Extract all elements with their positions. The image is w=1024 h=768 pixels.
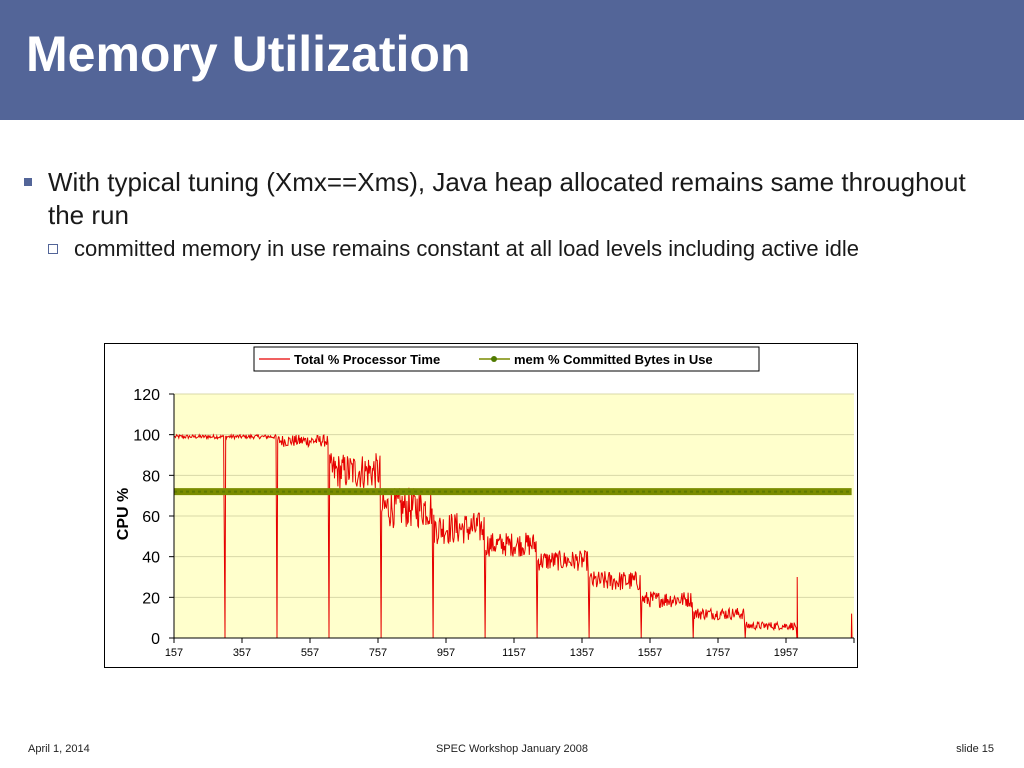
bullet-item: With typical tuning (Xmx==Xms), Java hea… — [24, 166, 984, 232]
x-tick-label: 157 — [165, 647, 183, 659]
y-tick-label: 60 — [142, 509, 160, 526]
x-tick-label: 1957 — [774, 647, 798, 659]
axes: 0 20 40 60 80 100 120 157 357 557 757 957 1157 1357 15… — [133, 387, 855, 659]
footer-date: April 1, 2014 — [28, 743, 90, 755]
y-tick-label: 120 — [133, 387, 160, 404]
x-tick-label: 357 — [233, 647, 251, 659]
bullet-text: With typical tuning (Xmx==Xms), Java hea… — [48, 167, 966, 230]
y-tick-label: 80 — [142, 468, 160, 485]
legend: Total % Processor Time mem % Committed B… — [253, 346, 760, 372]
x-tick-label: 557 — [301, 647, 319, 659]
x-tick-label: 1757 — [706, 647, 730, 659]
x-tick-label: 957 — [437, 647, 455, 659]
title-bar: Memory Utilization — [0, 0, 1024, 120]
hollow-square-bullet-icon — [48, 244, 58, 254]
sub-bullet-item: committed memory in use remains constant… — [48, 235, 1008, 263]
y-axis-label: CPU % — [115, 488, 132, 540]
legend-cpu-label: Total % Processor Time — [294, 352, 440, 367]
legend-mem-label: mem % Committed Bytes in Use — [514, 352, 713, 367]
y-tick-label: 100 — [133, 428, 160, 445]
x-tick-label: 1557 — [638, 647, 662, 659]
square-bullet-icon — [24, 178, 32, 186]
x-tick-label: 757 — [369, 647, 387, 659]
legend-mem-marker — [491, 356, 497, 362]
x-tick-label: 1357 — [570, 647, 594, 659]
cpu-series-line — [174, 433, 853, 639]
chart-svg: 0 20 40 60 80 100 120 157 357 557 757 957 1157 1357 15… — [104, 343, 858, 668]
x-tick-label: 1157 — [502, 647, 526, 659]
chart: 0 20 40 60 80 100 120 157 357 557 757 957 1157 1357 15… — [104, 343, 858, 668]
footer-slide-number: slide 15 — [956, 743, 994, 755]
gridlines — [174, 393, 854, 598]
y-tick-label: 0 — [151, 631, 160, 648]
y-tick-label: 40 — [142, 550, 160, 567]
y-tick-label: 20 — [142, 590, 160, 607]
slide-title: Memory Utilization — [26, 26, 471, 82]
footer-event: SPEC Workshop January 2008 — [435, 743, 589, 755]
sub-bullet-text: committed memory in use remains constant… — [74, 236, 860, 261]
cpu-series — [174, 433, 853, 639]
